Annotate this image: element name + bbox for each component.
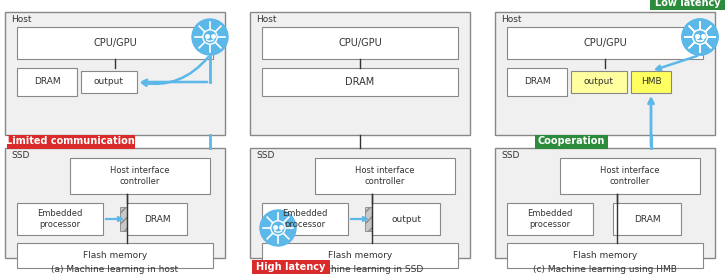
Text: DRAM: DRAM bbox=[634, 214, 660, 224]
Text: output: output bbox=[94, 78, 124, 86]
Text: Flash memory: Flash memory bbox=[573, 251, 637, 260]
Bar bbox=[262, 203, 348, 235]
Bar bbox=[17, 203, 103, 235]
Text: Embedded
processor: Embedded processor bbox=[282, 209, 328, 229]
Bar bbox=[5, 148, 225, 258]
Bar bbox=[250, 12, 470, 135]
Text: SSD: SSD bbox=[11, 152, 29, 160]
Bar bbox=[631, 71, 671, 93]
Text: (b) Machine learning in SSD: (b) Machine learning in SSD bbox=[297, 265, 423, 275]
Text: High latency: High latency bbox=[257, 262, 326, 272]
Bar bbox=[613, 203, 681, 235]
Text: DRAM: DRAM bbox=[144, 214, 170, 224]
Text: Host interface
controller: Host interface controller bbox=[356, 166, 414, 186]
Bar bbox=[81, 71, 137, 93]
Text: Host: Host bbox=[11, 14, 31, 24]
Bar bbox=[252, 260, 330, 274]
Circle shape bbox=[693, 30, 707, 44]
Text: Host: Host bbox=[501, 14, 521, 24]
Text: output: output bbox=[391, 214, 421, 224]
Text: DRAM: DRAM bbox=[33, 78, 60, 86]
Text: Limited communication: Limited communication bbox=[7, 137, 135, 147]
Circle shape bbox=[192, 19, 228, 55]
Bar bbox=[127, 203, 187, 235]
Text: SSD: SSD bbox=[501, 152, 519, 160]
Text: SSD: SSD bbox=[256, 152, 274, 160]
Text: CPU/GPU: CPU/GPU bbox=[583, 38, 627, 48]
Circle shape bbox=[260, 210, 296, 246]
Text: (c) Machine learning using HMB: (c) Machine learning using HMB bbox=[533, 265, 677, 275]
Bar bbox=[120, 207, 142, 231]
Text: Embedded
processor: Embedded processor bbox=[37, 209, 83, 229]
Text: Cooperation: Cooperation bbox=[537, 137, 605, 147]
Bar bbox=[560, 158, 700, 194]
Text: DRAM: DRAM bbox=[345, 77, 374, 87]
Bar bbox=[5, 12, 225, 135]
Bar bbox=[495, 148, 715, 258]
Text: Low latency: Low latency bbox=[655, 0, 720, 8]
Text: DRAM: DRAM bbox=[523, 78, 550, 86]
Bar bbox=[17, 243, 213, 268]
Bar bbox=[70, 158, 210, 194]
Bar bbox=[365, 207, 387, 231]
Circle shape bbox=[682, 19, 718, 55]
Bar bbox=[262, 27, 458, 59]
Text: CPU/GPU: CPU/GPU bbox=[93, 38, 137, 48]
Bar bbox=[315, 158, 455, 194]
Circle shape bbox=[682, 19, 718, 55]
Bar bbox=[250, 148, 470, 258]
Circle shape bbox=[693, 30, 707, 44]
Bar bbox=[372, 203, 440, 235]
Text: HMB: HMB bbox=[640, 78, 662, 86]
Bar bbox=[507, 243, 703, 268]
Circle shape bbox=[203, 30, 217, 44]
Text: output: output bbox=[584, 78, 614, 86]
Bar bbox=[7, 135, 134, 148]
Bar bbox=[535, 135, 608, 148]
Bar bbox=[571, 71, 627, 93]
Circle shape bbox=[270, 221, 285, 235]
Bar bbox=[650, 0, 725, 10]
Text: Embedded
processor: Embedded processor bbox=[527, 209, 573, 229]
Text: Flash memory: Flash memory bbox=[328, 251, 392, 260]
Bar bbox=[507, 68, 567, 96]
Text: Host: Host bbox=[256, 14, 276, 24]
Bar bbox=[262, 68, 458, 96]
Text: (a) Machine learning in host: (a) Machine learning in host bbox=[52, 265, 179, 275]
Bar bbox=[17, 68, 77, 96]
Bar bbox=[262, 243, 458, 268]
Text: CPU/GPU: CPU/GPU bbox=[338, 38, 382, 48]
Bar bbox=[507, 203, 593, 235]
Bar bbox=[507, 27, 703, 59]
Text: Host interface
controller: Host interface controller bbox=[601, 166, 659, 186]
Text: Host interface
controller: Host interface controller bbox=[111, 166, 169, 186]
Bar bbox=[17, 27, 213, 59]
Bar bbox=[495, 12, 715, 135]
Text: Flash memory: Flash memory bbox=[83, 251, 147, 260]
